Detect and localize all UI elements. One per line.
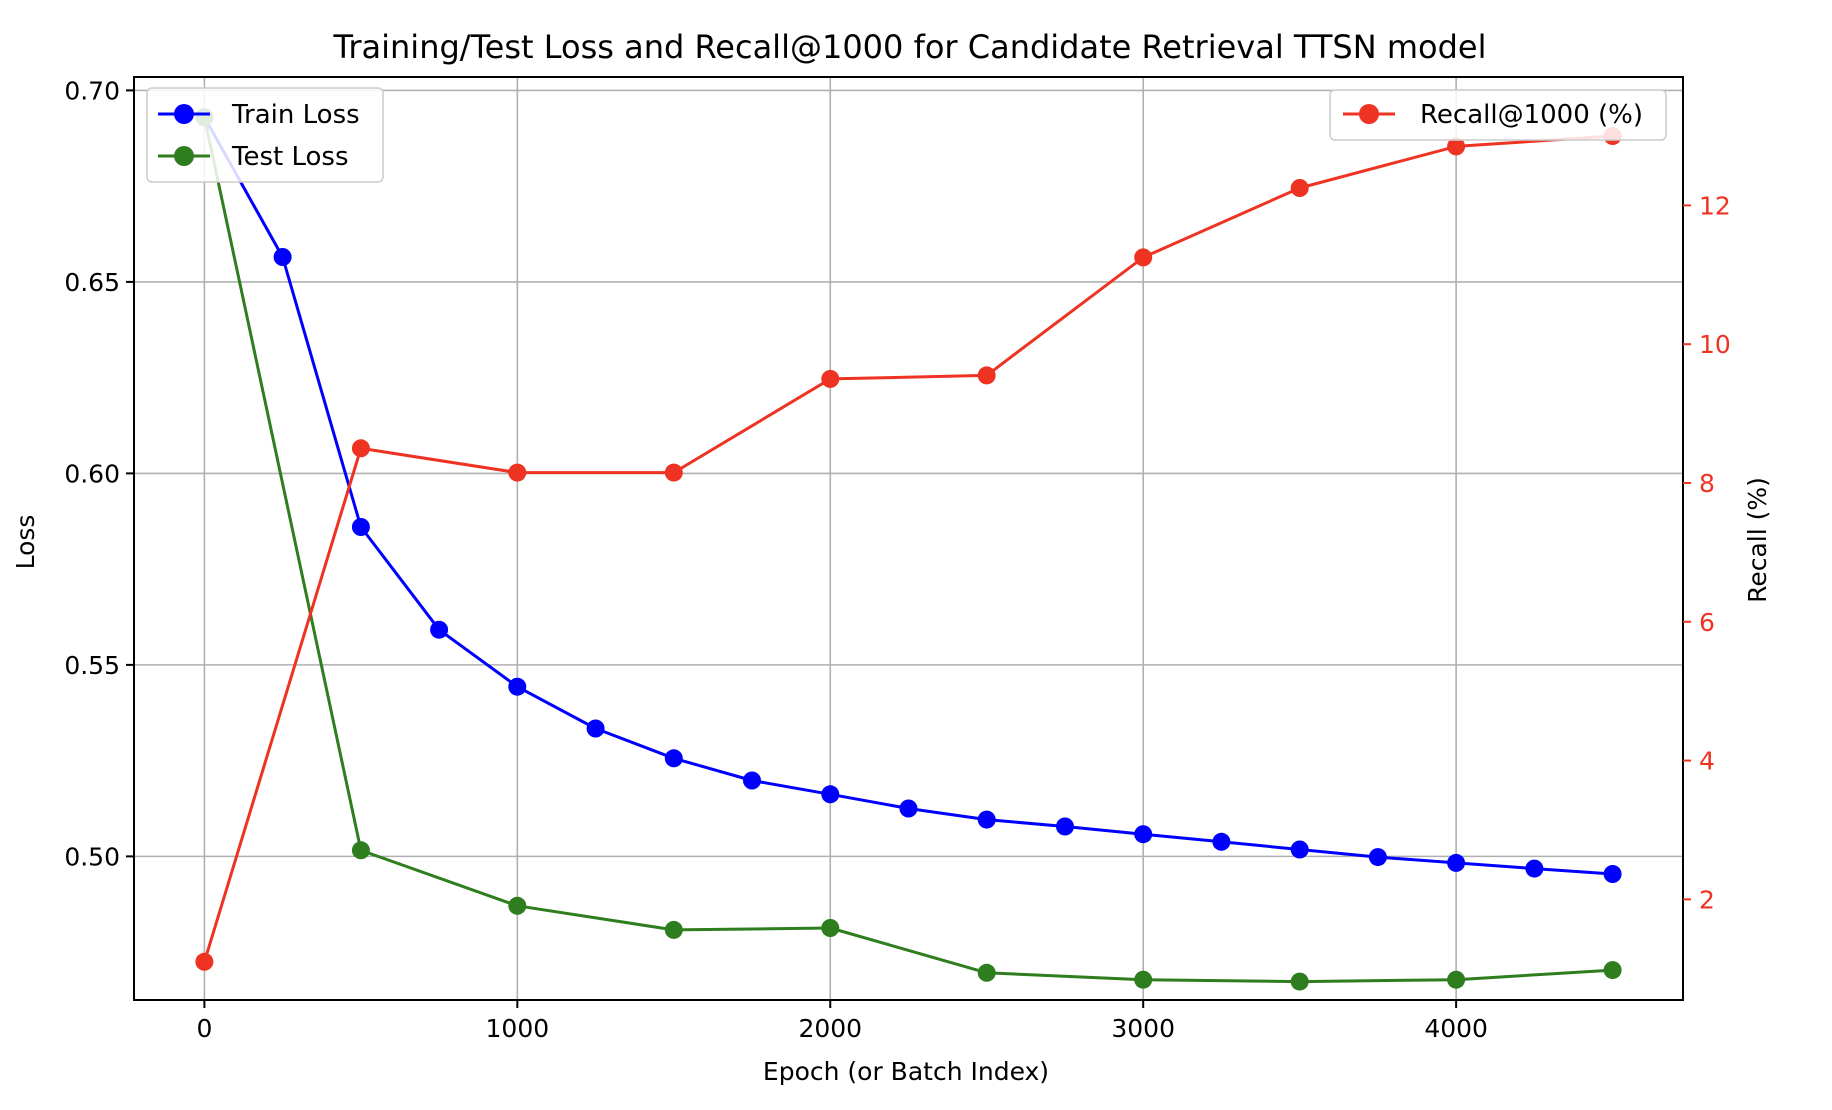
y-right-tick-label: 6 — [1699, 608, 1715, 637]
train-loss-line — [203, 116, 1613, 876]
test-loss-point — [664, 920, 683, 939]
x-tick-label: 3000 — [1111, 1014, 1175, 1043]
recall-1000-point — [1447, 137, 1466, 156]
recall-1000-point — [1290, 179, 1309, 197]
train-loss-point — [1056, 817, 1074, 836]
legend-right: Recall@1000 (%) — [1329, 89, 1667, 141]
y-right-tick-label: 12 — [1699, 191, 1731, 220]
train-loss-point — [586, 719, 605, 738]
recall-1000-point — [664, 463, 683, 482]
y-left-axis-label: Loss — [11, 515, 40, 570]
x-tick-label: 4000 — [1424, 1014, 1488, 1043]
recall-1000-point — [508, 463, 527, 482]
train-loss-point — [1525, 859, 1544, 878]
x-tick-label: 1000 — [486, 1014, 550, 1043]
test-loss-point — [821, 919, 840, 937]
test-loss-point — [1290, 972, 1309, 991]
train-loss-point — [1603, 865, 1622, 883]
recall-1000-point — [195, 952, 214, 971]
train-loss-point — [508, 677, 527, 696]
legend-recall-label: Recall@1000 (%) — [1420, 100, 1643, 130]
recall-1000-point — [977, 366, 996, 385]
y-right-axis-ticks: 2 4 6 8 10 12 — [1683, 191, 1731, 914]
x-tick-label: 2000 — [798, 1014, 862, 1043]
plot-series — [195, 108, 1622, 991]
y-right-tick-label: 8 — [1699, 469, 1715, 498]
test-loss-line — [202, 116, 1613, 984]
train-loss-point — [821, 785, 840, 804]
train-loss-point — [977, 810, 996, 829]
legend-test-loss-marker — [174, 146, 194, 166]
x-tick-label: 0 — [196, 1014, 212, 1043]
legend-train-loss-label: Train Loss — [231, 100, 360, 130]
plot-frame — [133, 76, 1684, 1001]
train-loss-point — [351, 518, 370, 536]
train-loss-point — [1134, 825, 1153, 844]
test-loss-point — [1134, 970, 1153, 989]
y-right-tick-label: 10 — [1699, 330, 1731, 359]
x-axis-ticks: 0 1000 2000 3000 4000 — [196, 1000, 1488, 1043]
train-loss-point — [430, 620, 449, 639]
y-right-axis-label: Recall (%) — [1743, 477, 1772, 603]
train-loss-point — [1212, 832, 1231, 851]
legend-right-box — [1329, 89, 1667, 141]
y-left-axis-ticks: 0.50 0.55 0.60 0.65 0.70 — [64, 76, 134, 871]
recall-1000-line — [202, 134, 1613, 963]
y-left-tick-label: 0.65 — [64, 268, 120, 297]
train-loss-point — [664, 749, 683, 768]
y-right-tick-label: 4 — [1699, 747, 1715, 776]
test-loss-point — [1603, 961, 1622, 980]
y-left-tick-label: 0.60 — [64, 459, 120, 488]
test-loss-point — [508, 896, 527, 915]
chart-title: Training/Test Loss and Recall@1000 for C… — [333, 28, 1487, 66]
train-loss-point — [743, 771, 761, 790]
test-loss-point — [351, 841, 370, 860]
y-left-tick-label: 0.55 — [64, 651, 120, 680]
y-left-tick-label: 0.70 — [64, 76, 120, 105]
recall-1000-point — [351, 439, 370, 458]
train-loss-point — [1447, 853, 1466, 872]
y-left-tick-label: 0.50 — [64, 842, 120, 871]
train-loss-point — [899, 799, 918, 818]
train-loss-point — [1368, 848, 1387, 867]
x-axis-label: Epoch (or Batch Index) — [763, 1057, 1049, 1086]
y-right-tick-label: 2 — [1699, 885, 1715, 914]
train-loss-point — [273, 248, 292, 266]
recall-1000-point — [1134, 248, 1153, 267]
recall-1000-point — [821, 369, 840, 388]
legend-recall-marker — [1359, 104, 1379, 124]
legend-test-loss-label: Test Loss — [231, 142, 349, 172]
test-loss-point — [1447, 970, 1466, 989]
test-loss-point — [977, 963, 996, 982]
legend-left: Train Loss Test Loss — [146, 87, 384, 183]
legend-train-loss-marker — [174, 104, 194, 124]
legend-left-box — [146, 87, 384, 183]
train-loss-point — [1290, 840, 1309, 859]
